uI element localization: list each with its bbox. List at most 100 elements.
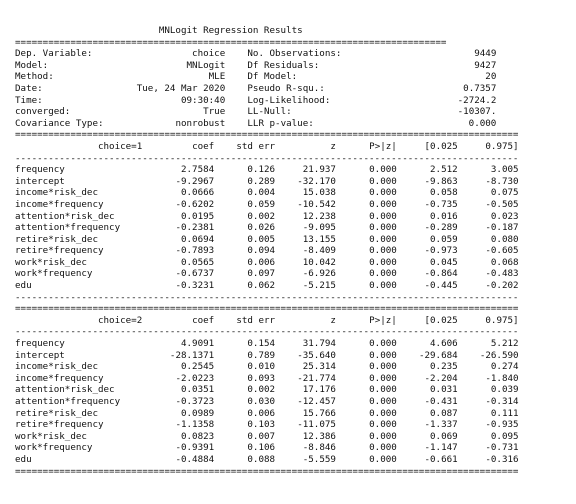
rule-double: ========================================…	[15, 303, 519, 315]
row-value: 0.000	[369, 349, 397, 361]
row-value: 0.000	[369, 233, 397, 245]
row-value: 0.0666	[180, 187, 215, 199]
summary-row: Model: MNLogit Df Residuals: 9427	[15, 60, 519, 72]
row-value: -8.730	[485, 175, 519, 187]
summary-value-2: -10307.	[457, 106, 497, 118]
table-row: edu -0.4884 0.088 -5.559 0.000 -0.661 -0…	[15, 454, 519, 466]
row-value: -26.590	[479, 349, 519, 361]
summary-value: choice	[192, 48, 226, 60]
row-name: edu	[15, 453, 32, 465]
column-header: [0.025	[424, 314, 458, 326]
row-value: -0.2381	[175, 222, 215, 234]
row-value: 0.087	[430, 407, 458, 419]
row-value: 0.093	[247, 372, 276, 384]
row-value: 0.094	[247, 245, 276, 257]
summary-value: 09:30:40	[180, 94, 226, 106]
row-name: income*frequency	[15, 372, 104, 384]
row-value: 0.059	[430, 233, 458, 245]
row-name: attention*risk_dec	[15, 210, 115, 222]
summary-label: Date:	[15, 82, 43, 94]
column-header: coef	[192, 314, 215, 326]
row-value: 0.080	[490, 233, 519, 245]
summary-label-2: Df Model:	[247, 71, 298, 83]
row-name: attention*frequency	[15, 396, 121, 407]
row-value: 12.386	[302, 430, 336, 442]
report-title-line: MNLogit Regression Results	[15, 25, 519, 37]
column-header: z	[330, 314, 336, 326]
row-value: 0.000	[369, 210, 397, 222]
column-header: std err	[236, 140, 276, 152]
row-value: 0.103	[247, 419, 276, 431]
table-row: income*frequency -2.0223 0.093 -21.774 0…	[15, 373, 519, 385]
summary-row: Dep. Variable: choice No. Observations: …	[15, 48, 519, 60]
row-value: 0.154	[247, 338, 276, 350]
row-value: 0.000	[369, 222, 397, 234]
row-name: income*frequency	[15, 198, 104, 210]
row-value: -0.9391	[175, 442, 215, 454]
summary-label: Method:	[15, 71, 54, 83]
row-value: 0.000	[369, 198, 397, 210]
summary-label-2: Df Residuals:	[247, 59, 320, 71]
row-value: 0.010	[247, 361, 276, 373]
summary-value: True	[203, 106, 226, 118]
row-value: 15.766	[302, 407, 336, 419]
row-value: -0.731	[485, 442, 519, 454]
row-value: 0.000	[369, 268, 397, 280]
row-value: -8.409	[302, 245, 336, 257]
summary-row: Date: Tue, 24 Mar 2020 Pseudo R-squ.: 0.…	[15, 83, 519, 95]
table-row: edu -0.3231 0.062 -5.215 0.000 -0.445 -0…	[15, 280, 519, 292]
row-value: 0.111	[490, 407, 519, 419]
row-value: 0.000	[369, 407, 397, 419]
row-value: -0.605	[485, 245, 519, 257]
summary-label: Dep. Variable:	[15, 48, 93, 60]
row-value: 0.000	[369, 384, 397, 396]
row-value: 0.0351	[180, 384, 215, 396]
row-value: 0.068	[490, 256, 519, 268]
block-header: choice=2	[97, 314, 143, 326]
row-value: -0.973	[424, 245, 458, 257]
column-header: [0.025	[424, 140, 458, 152]
row-name: income*risk_dec	[15, 187, 98, 199]
row-name: retire*frequency	[15, 419, 104, 431]
row-value: -1.840	[485, 372, 519, 384]
row-value: -29.684	[418, 349, 458, 361]
row-value: -21.774	[297, 372, 336, 384]
summary-label: Model:	[15, 59, 49, 71]
summary-label-2: Log-Likelihood:	[247, 94, 331, 106]
column-header: P>|z|	[369, 314, 397, 326]
summary-row: Time: 09:30:40 Log-Likelihood: -2724.2	[15, 95, 519, 107]
rule-single: ----------------------------------------…	[15, 152, 519, 164]
row-value: 0.002	[247, 384, 276, 396]
row-value: 0.045	[430, 256, 458, 268]
table-row: work*frequency -0.9391 0.106 -8.846 0.00…	[15, 442, 519, 454]
row-value: -0.202	[485, 280, 519, 292]
row-value: -1.147	[424, 442, 458, 454]
row-value: 0.000	[369, 361, 397, 373]
summary-label: Time:	[15, 94, 43, 106]
row-value: -8.846	[302, 442, 336, 454]
row-value: 0.000	[369, 453, 397, 465]
block-header: choice=1	[97, 140, 143, 152]
row-value: 5.212	[490, 338, 519, 350]
rule-double: ========================================…	[15, 465, 519, 477]
summary-value: MNLogit	[186, 59, 226, 71]
column-header: P>|z|	[369, 140, 397, 152]
table-header-row: choice=1 coef std err z P>|z| [0.025 0.9…	[15, 141, 519, 153]
row-value: -10.542	[297, 198, 336, 210]
table-row: frequency 4.9091 0.154 31.794 0.000 4.60…	[15, 338, 519, 350]
rule-single: ----------------------------------------…	[15, 326, 519, 338]
row-value: 0.006	[247, 256, 276, 268]
row-value: -9.863	[424, 175, 458, 187]
row-name: retire*risk_dec	[15, 233, 98, 245]
row-name: income*risk_dec	[15, 361, 98, 373]
row-value: -0.3231	[175, 280, 215, 292]
row-value: 0.088	[247, 453, 276, 465]
row-value: 0.026	[247, 222, 276, 234]
table-row: retire*frequency -0.7893 0.094 -8.409 0.…	[15, 245, 519, 257]
row-value: 0.000	[369, 430, 397, 442]
row-value: 0.000	[369, 372, 397, 384]
row-value: 0.007	[247, 430, 276, 442]
row-value: 0.097	[247, 268, 276, 280]
row-value: 4.606	[430, 338, 458, 350]
regression-summary: MNLogit Regression Results ==============…	[15, 25, 519, 477]
